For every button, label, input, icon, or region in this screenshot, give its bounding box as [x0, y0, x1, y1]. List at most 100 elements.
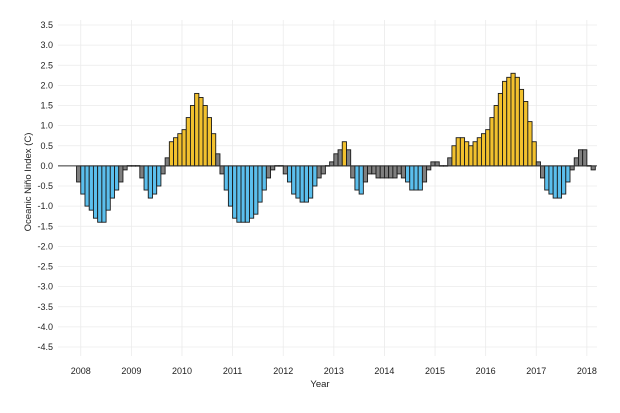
bar-month: [346, 149, 352, 167]
bar-month: [303, 165, 309, 203]
bar-month: [181, 129, 187, 167]
y-tick-label: 3.5: [40, 20, 53, 30]
bar-month: [502, 80, 508, 167]
bar-month: [122, 165, 128, 171]
bar-month: [156, 165, 162, 187]
bar-month: [206, 117, 212, 167]
bar-month: [476, 137, 482, 167]
y-tick-label: -1.5: [37, 221, 53, 231]
y-tick-label: 0.5: [40, 141, 53, 151]
bar-month: [312, 165, 318, 187]
y-tick-label: 0.0: [40, 161, 53, 171]
bar-month: [295, 165, 301, 199]
bar-month: [286, 165, 293, 183]
bar-month: [577, 149, 584, 167]
x-axis: 2008 2009 2010 2011 2012 2013 2014 2015 2016 2017…: [71, 366, 597, 376]
bar-month: [430, 161, 436, 167]
y-tick-label: -4.5: [37, 342, 53, 352]
bar-month: [160, 165, 166, 175]
bar-month: [510, 72, 516, 167]
x-axis-title: Year: [310, 379, 329, 390]
bar-month: [354, 165, 360, 191]
y-tick-label: 1.5: [40, 101, 53, 111]
bar-month: [565, 165, 571, 183]
y-tick-label: -3.5: [37, 302, 53, 312]
bar-month: [109, 165, 115, 199]
bar-month: [514, 76, 520, 167]
y-axis-title: Oceanic Niño Index (C): [23, 133, 34, 232]
bar-month: [244, 165, 250, 223]
bar-month: [223, 165, 229, 191]
bar-month: [198, 96, 204, 167]
bar-month: [392, 165, 398, 179]
bar-month: [114, 165, 120, 191]
y-tick-label: -2.5: [37, 262, 53, 272]
bar-month: [177, 133, 183, 167]
y-tick-label: -0.5: [37, 181, 53, 191]
bar-month: [194, 92, 200, 167]
bar-month: [531, 141, 537, 167]
bar-month: [215, 153, 221, 167]
bar-month: [556, 165, 563, 199]
bar-month: [362, 165, 369, 183]
bar-month: [518, 88, 525, 167]
y-tick-label: -1.0: [37, 201, 53, 211]
bar-month: [485, 129, 491, 167]
bar-month: [189, 105, 196, 167]
x-tick-label: 2008: [71, 366, 91, 376]
x-tick-label: 2013: [324, 366, 344, 376]
bar-month: [168, 141, 175, 167]
bar-month: [143, 165, 149, 191]
bar-month: [459, 137, 466, 167]
x-tick-label: 2009: [121, 366, 141, 376]
bar-month: [497, 92, 503, 167]
bar-month: [80, 165, 86, 195]
bar-month: [118, 165, 124, 183]
bar-month: [240, 165, 246, 223]
bar-month: [409, 165, 415, 191]
bar-month: [76, 165, 82, 183]
bar-month: [333, 153, 339, 167]
bar-month: [320, 165, 326, 175]
bar-series: [76, 72, 596, 223]
bar-month: [97, 165, 103, 223]
bar-month: [396, 165, 402, 175]
bar-month: [405, 165, 411, 183]
bar-month: [527, 121, 533, 167]
bar-month: [434, 161, 440, 167]
y-tick-label: 2.0: [40, 80, 53, 90]
bar-month: [92, 165, 99, 219]
bar-month: [105, 165, 111, 211]
bar-month: [506, 76, 512, 167]
bar-month: [253, 165, 259, 215]
bar-month: [282, 165, 288, 175]
bar-month: [329, 161, 335, 167]
bar-month: [270, 165, 276, 171]
bar-month: [173, 137, 179, 167]
bar-month: [265, 165, 272, 179]
bar-month: [316, 165, 322, 179]
bar-month: [383, 165, 390, 179]
bar-month: [371, 165, 377, 175]
bar-month: [417, 165, 423, 191]
bar-month: [257, 165, 263, 203]
x-tick-label: 2010: [172, 366, 192, 376]
bar-month: [561, 165, 567, 195]
bar-month: [400, 165, 406, 179]
bar-month: [582, 149, 588, 167]
bar-month: [219, 165, 225, 175]
bar-month: [480, 133, 487, 167]
y-tick-label: -2.0: [37, 241, 53, 251]
bar-month: [337, 149, 343, 167]
bar-month: [308, 165, 314, 199]
x-tick-label: 2018: [577, 366, 597, 376]
bar-month: [569, 165, 575, 171]
x-tick-label: 2012: [273, 366, 293, 376]
y-tick-label: -3.0: [37, 282, 53, 292]
bar-month: [341, 141, 347, 167]
x-tick-label: 2017: [526, 366, 546, 376]
bar-month: [493, 105, 499, 167]
bar-month: [426, 165, 432, 171]
bar-month: [388, 165, 394, 179]
